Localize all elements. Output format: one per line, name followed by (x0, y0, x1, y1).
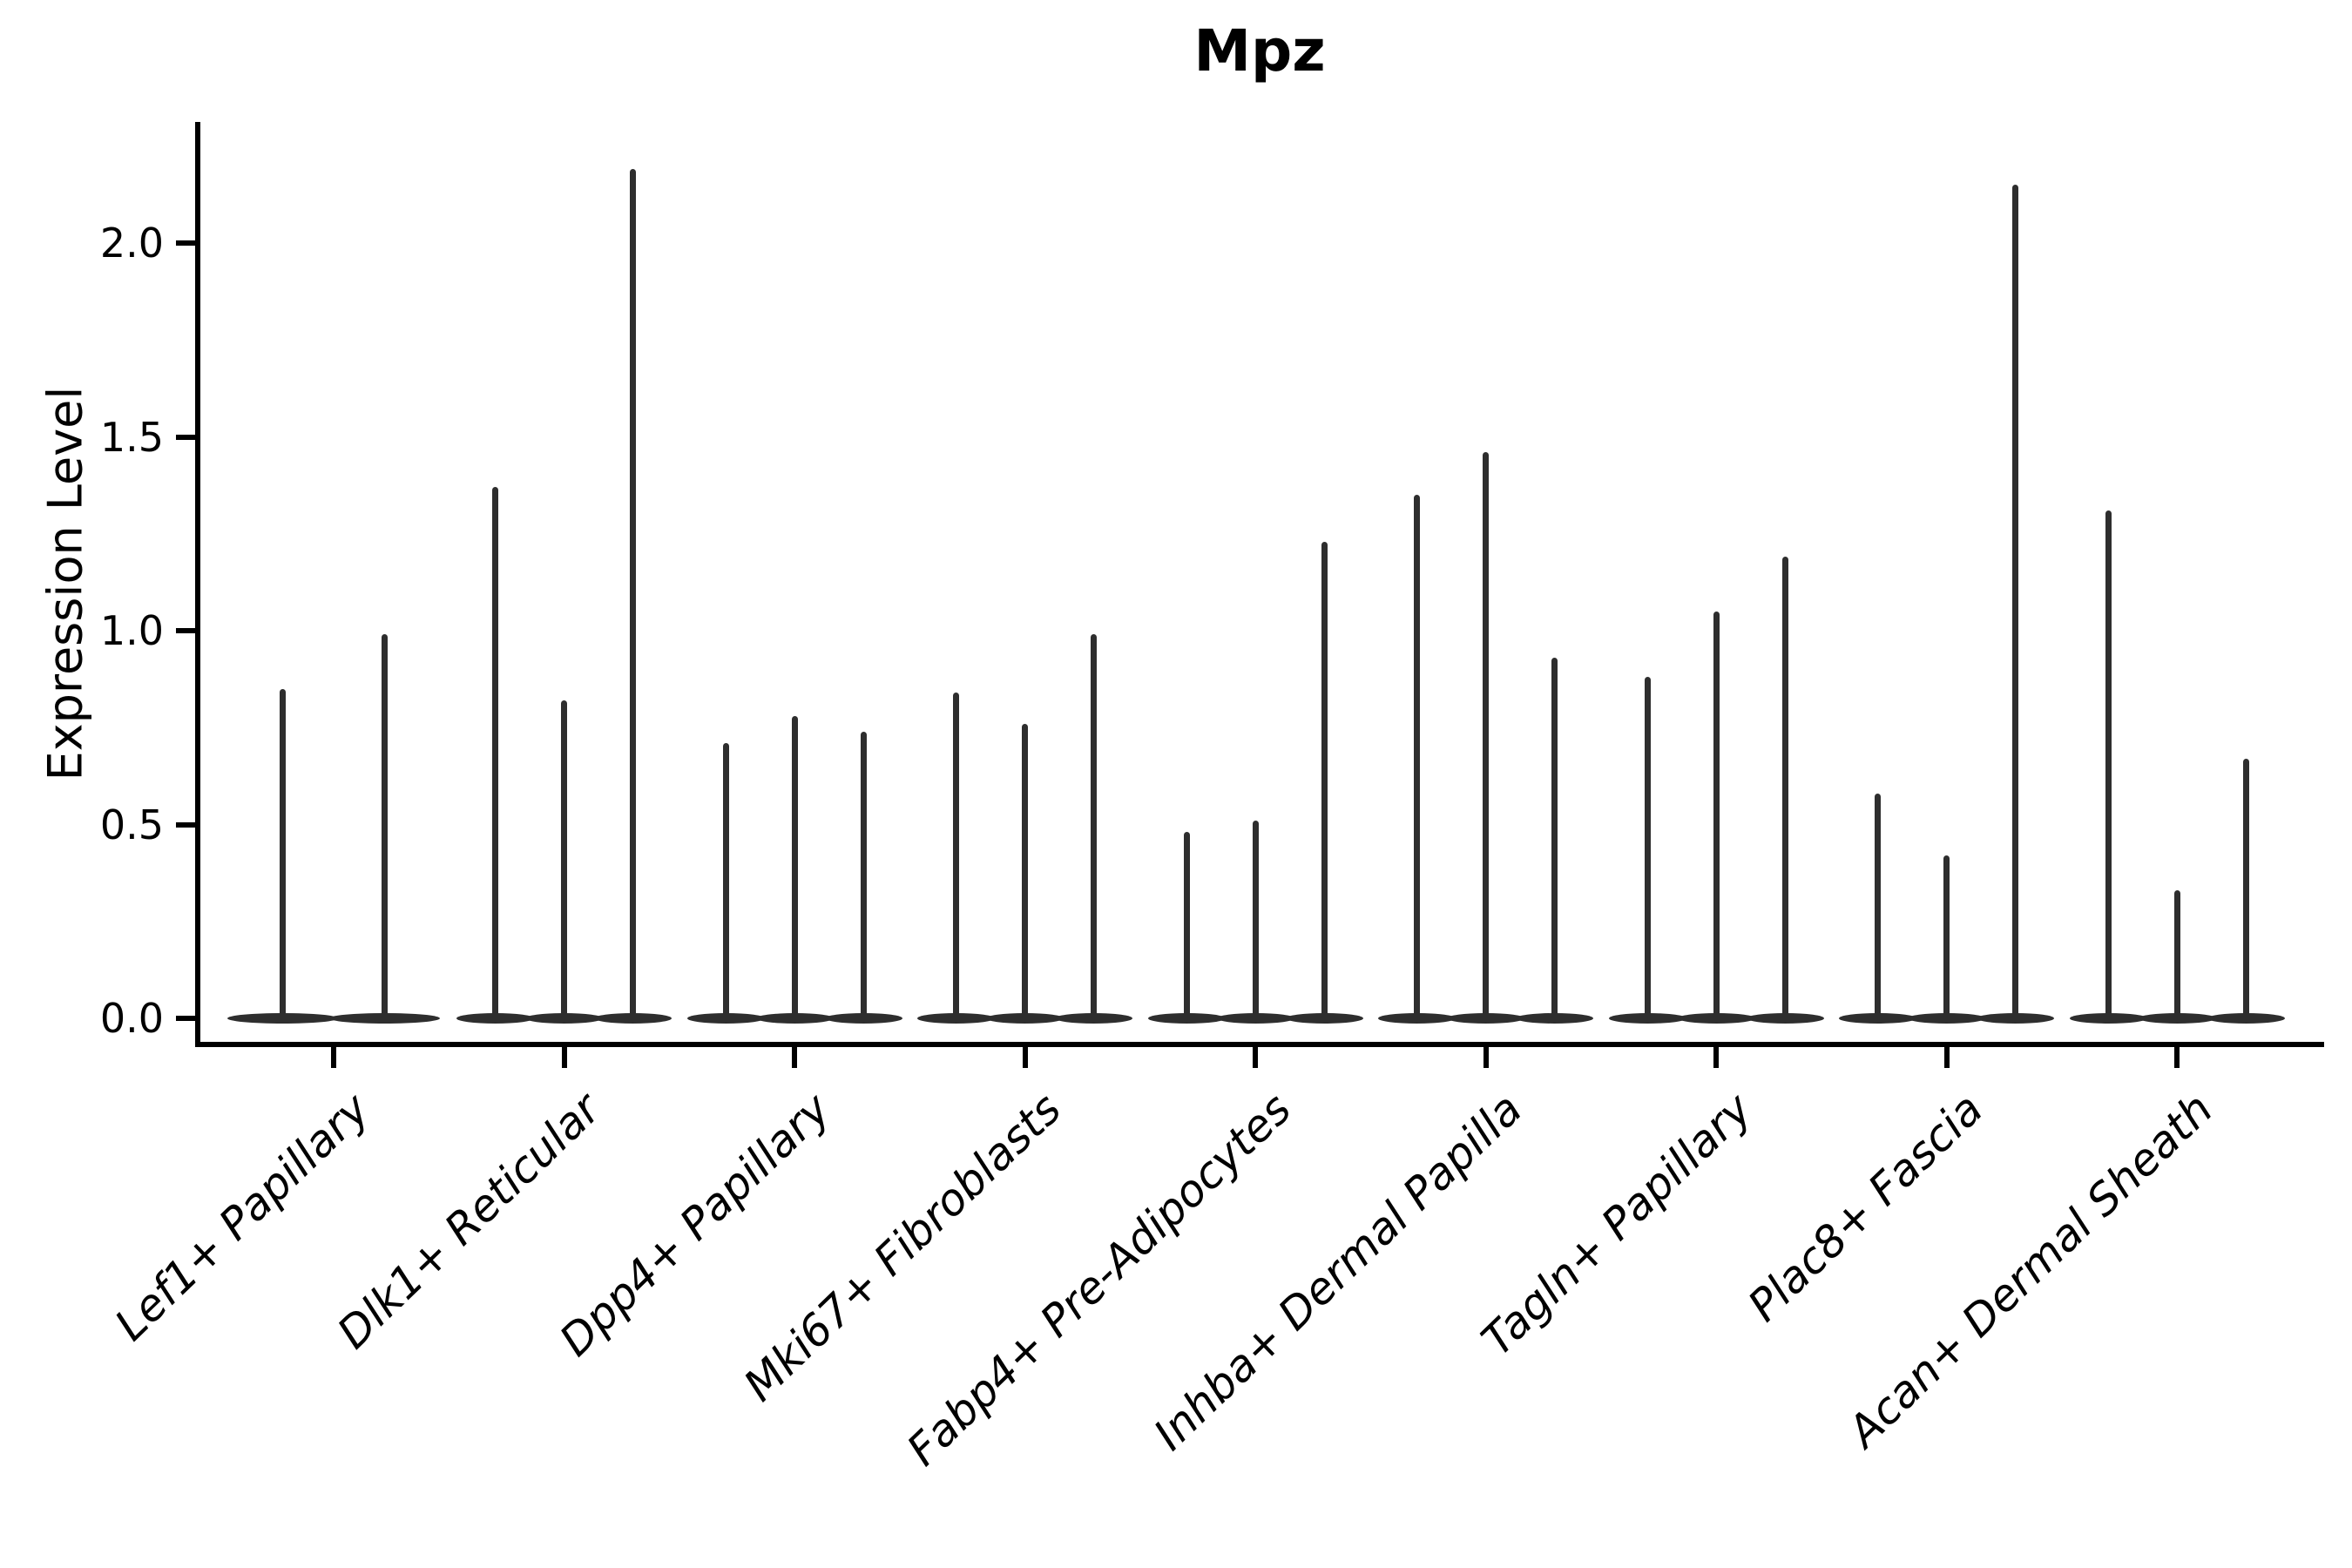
y-tick-mark (176, 434, 195, 440)
violin-body (1285, 1013, 1363, 1024)
violin-body (1447, 1013, 1524, 1024)
violin-body (1839, 1013, 1916, 1024)
violin-body (1147, 1013, 1226, 1024)
violin-body (1378, 1013, 1456, 1024)
y-tick-mark (176, 1016, 195, 1021)
violin-spike (722, 743, 729, 1022)
violin-body (1908, 1013, 1985, 1024)
violin-spike (492, 487, 498, 1022)
violin-body (1516, 1013, 1593, 1024)
x-tick-mark (2174, 1047, 2180, 1068)
x-tick-mark (1483, 1047, 1489, 1068)
violin-spike (1321, 542, 1328, 1022)
x-tick-mark (561, 1047, 567, 1068)
x-tick-mark (1253, 1047, 1258, 1068)
violin-spike (1644, 677, 1651, 1022)
violin-spike (1183, 832, 1190, 1022)
violin-spike (2012, 185, 2018, 1022)
violin-spike (1875, 794, 1881, 1022)
x-tick-mark (1022, 1047, 1028, 1068)
violin-spike (791, 716, 798, 1022)
violin-spike (953, 693, 959, 1022)
y-tick-mark (176, 821, 195, 828)
violin-body (329, 1013, 440, 1024)
violin-body (686, 1013, 765, 1024)
violin-spike (382, 634, 388, 1022)
violin-spike (1551, 658, 1558, 1022)
violin-body (1746, 1013, 1824, 1024)
violin-body (594, 1013, 672, 1024)
violin-spike (2242, 759, 2249, 1022)
violin-body (456, 1013, 534, 1024)
violin-spike (1022, 724, 1028, 1022)
y-tick-mark (176, 240, 195, 246)
x-tick-label: Plac8+ Fascia (1738, 1083, 1992, 1332)
violin-body (824, 1013, 902, 1024)
violin-spike (1943, 855, 1950, 1022)
violin-spike (2105, 510, 2112, 1022)
y-tick-label: 0.5 (99, 801, 164, 848)
violin-spike (1713, 612, 1720, 1022)
violin-spike (280, 689, 286, 1022)
violin-body (2069, 1013, 2147, 1024)
y-tick-label: 2.0 (99, 220, 164, 267)
x-tick-label: Lef1+ Papillary (105, 1083, 380, 1351)
violin-spike (630, 169, 636, 1022)
x-tick-mark (1713, 1047, 1719, 1068)
y-tick-label: 0.0 (99, 995, 164, 1042)
x-tick-mark (1943, 1047, 1950, 1068)
violin-body (1677, 1013, 1755, 1024)
violin-body (2138, 1013, 2216, 1024)
y-tick-label: 1.5 (99, 413, 164, 461)
violin-spike (2173, 890, 2180, 1022)
violin-body (755, 1013, 834, 1024)
x-tick-label: Inhba+ Dermal Papilla (1144, 1083, 1531, 1461)
x-axis-spine (195, 1042, 2324, 1047)
chart-title: Mpz (1193, 17, 1326, 84)
violin-body (1608, 1013, 1686, 1024)
violin-spike (561, 700, 567, 1022)
violin-body (2207, 1013, 2285, 1024)
violin-spike (1414, 495, 1420, 1022)
violin-body (227, 1013, 338, 1024)
x-tick-label: Fabp4+ Pre-Adipocytes (897, 1083, 1301, 1476)
violin-body (1055, 1013, 1132, 1024)
violin-spike (860, 732, 867, 1022)
violin-spike (1091, 634, 1097, 1022)
violin-body (525, 1013, 603, 1024)
violin-body (1216, 1013, 1294, 1024)
violin-spike (1781, 557, 1788, 1022)
violin-body (986, 1013, 1064, 1024)
y-axis-spine (195, 122, 200, 1047)
y-tick-mark (176, 628, 195, 633)
y-tick-label: 1.0 (99, 607, 164, 654)
x-tick-mark (792, 1047, 797, 1068)
violin-body (1977, 1013, 2054, 1024)
x-tick-mark (331, 1047, 336, 1068)
violin-spike (1252, 821, 1259, 1022)
violin-spike (1483, 452, 1489, 1022)
violin-body (917, 1013, 995, 1024)
